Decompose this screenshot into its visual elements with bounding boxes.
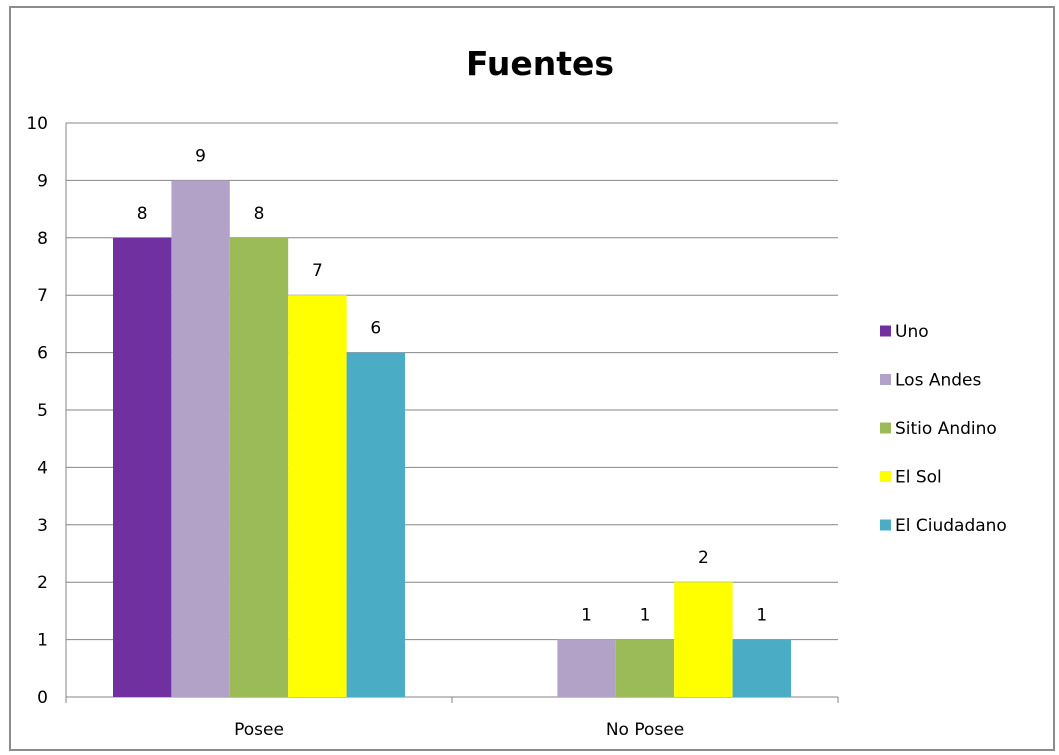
chart-title: Fuentes — [466, 44, 614, 83]
y-tick-label: 6 — [37, 344, 48, 364]
legend-label: El Ciudadano — [895, 516, 1007, 536]
legend-label: El Sol — [895, 468, 942, 488]
legend-label: Sitio Andino — [895, 419, 997, 439]
data-label: 8 — [137, 204, 148, 224]
bar — [732, 639, 791, 697]
bar — [674, 582, 733, 697]
x-category-label: No Posee — [606, 720, 684, 740]
bar — [615, 639, 675, 697]
x-category-label: Posee — [234, 720, 284, 740]
legend-label: Uno — [895, 322, 929, 342]
bar — [288, 295, 347, 697]
y-tick-label: 1 — [37, 631, 48, 651]
bar — [171, 180, 230, 697]
data-label: 1 — [756, 606, 767, 626]
bar — [113, 237, 172, 698]
legend: Uno Los Andes Sitio Andino El Sol El Ciudada… — [880, 322, 1007, 536]
y-tick-label: 4 — [37, 458, 48, 478]
legend-swatch — [880, 374, 891, 385]
data-label: 9 — [195, 146, 206, 166]
y-tick-label: 10 — [26, 114, 48, 134]
legend-swatch — [880, 422, 891, 434]
bar — [557, 639, 616, 697]
data-label: 1 — [581, 606, 592, 626]
y-tick-label: 3 — [37, 516, 48, 536]
y-tick-label: 9 — [37, 171, 48, 191]
data-label: 6 — [370, 319, 381, 339]
y-tick-label: 0 — [37, 688, 48, 708]
y-tick-label: 5 — [37, 401, 48, 421]
y-tick-label: 8 — [37, 229, 48, 249]
bar — [346, 352, 405, 697]
bars — [113, 180, 791, 698]
bar — [229, 237, 289, 698]
y-tick-label: 7 — [37, 286, 48, 306]
data-label: 2 — [698, 548, 709, 568]
data-label: 1 — [640, 606, 651, 626]
data-labels: 8 9 8 7 6 1 1 2 1 — [137, 146, 767, 625]
legend-label: Los Andes — [895, 371, 981, 391]
legend-swatch — [880, 519, 891, 531]
legend-swatch — [880, 471, 891, 482]
legend-swatch — [880, 325, 891, 337]
data-label: 7 — [312, 261, 323, 281]
y-tick-label: 2 — [37, 573, 48, 593]
data-label: 8 — [254, 204, 265, 224]
